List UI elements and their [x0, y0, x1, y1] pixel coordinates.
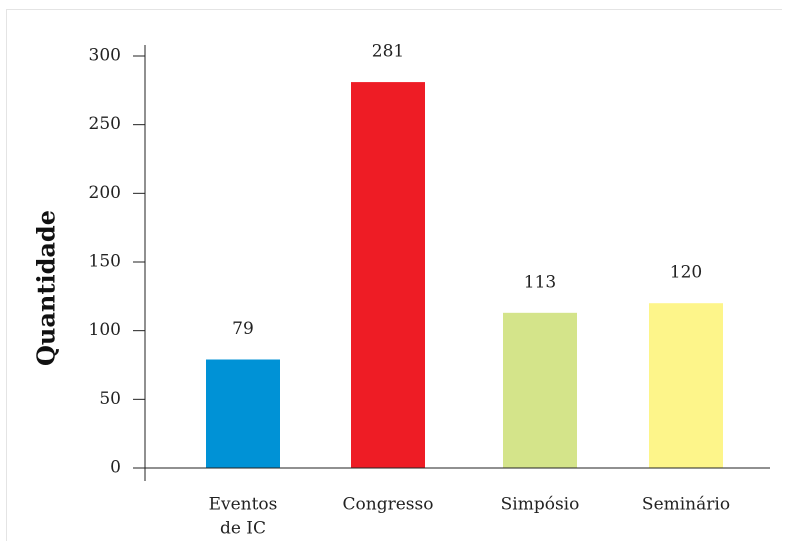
y-axis-title: Quantidade [32, 210, 61, 366]
bar [351, 82, 425, 469]
x-tick-label: Congresso [343, 495, 434, 515]
y-tick-label: 250 [89, 114, 121, 134]
bar [206, 359, 280, 468]
y-tick-label: 200 [89, 183, 121, 203]
x-tick-label: Simpósio [501, 495, 580, 515]
y-tick-label: 150 [89, 252, 121, 272]
y-tick-label: 300 [89, 46, 121, 66]
y-tick-label: 50 [99, 389, 121, 409]
bars [206, 82, 723, 469]
y-axis-ticks: 0 50 100 150 200 250 300 [89, 46, 145, 478]
x-tick-label: Eventos [209, 495, 278, 515]
value-labels: 79 281 113 120 [232, 42, 702, 339]
y-tick-label: 0 [110, 458, 121, 478]
category-labels: Eventos de IC Congresso Simpósio Seminário [209, 495, 730, 539]
x-tick-label: Seminário [642, 495, 730, 515]
x-tick-label: de IC [220, 519, 266, 539]
bar [649, 303, 723, 468]
data-label: 79 [232, 319, 254, 339]
data-label: 113 [524, 272, 556, 292]
y-tick-label: 100 [89, 320, 121, 340]
data-label: 120 [670, 263, 702, 283]
chart-frame [6, 9, 782, 541]
data-label: 281 [372, 42, 404, 62]
bar [503, 312, 577, 468]
